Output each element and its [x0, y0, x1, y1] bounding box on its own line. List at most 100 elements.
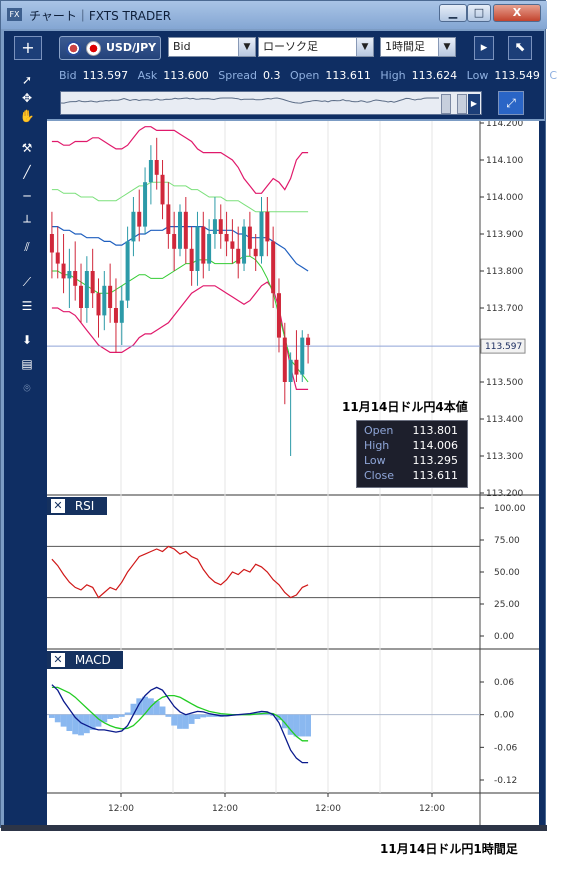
download-icon[interactable]: ⬇ — [21, 333, 33, 347]
scroll-right-icon[interactable]: ▶ — [468, 94, 480, 114]
candle-body — [148, 160, 153, 183]
quote-row: Bid 113.597 Ask 113.600 Spread 0.3 Open 113.… — [59, 69, 563, 82]
macd-histogram-bar — [305, 714, 311, 737]
hand-pan-icon[interactable]: ✋ — [19, 109, 35, 123]
candle-body — [172, 234, 177, 249]
minimize-button[interactable]: ▁ — [439, 4, 467, 22]
window-title: チャート｜FXTS TRADER — [29, 9, 172, 23]
candle-body — [294, 359, 299, 375]
maximize-button[interactable]: □ — [467, 4, 491, 22]
candle-body — [102, 285, 107, 316]
macd-histogram-bar — [130, 703, 137, 715]
chart-canvas[interactable]: 12:00 12:00 12:00 12:00 114.200 114.100 114.00… — [47, 119, 544, 825]
candle-body — [288, 359, 293, 382]
close-rsi-panel-icon[interactable]: ✕ — [51, 499, 65, 513]
drawing-tools-sidebar: ➚ ✥ ✋ ⚒ ╱ ─ ┴ ⫽ ⟋ ☰ ⬇ ▤ ⌾ — [4, 63, 47, 825]
macd-panel-header: ✕ MACD — [47, 651, 123, 669]
candle-body — [137, 211, 142, 227]
fan-tool-icon[interactable]: ⟋ — [22, 275, 32, 289]
price-y-tick-label: 113.300 — [486, 452, 523, 462]
candle-body — [143, 182, 148, 227]
timeframe-select[interactable]: 1時間足 ▼ — [380, 37, 456, 57]
close-macd-panel-icon[interactable]: ✕ — [51, 653, 65, 667]
quote-bar: Bid 113.597 Ask 113.600 Spread 0.3 Open 113.… — [47, 63, 557, 119]
macd-histogram-bar — [54, 714, 61, 723]
bid-label: Bid — [59, 69, 77, 82]
detach-window-button[interactable]: ⬉ — [508, 36, 532, 60]
plot-area[interactable]: 12:00 12:00 12:00 12:00 114.200 114.100 114.00… — [47, 119, 544, 825]
parallel-lines-icon[interactable]: ⫽ — [24, 240, 30, 254]
open-label: Open — [289, 69, 320, 82]
navigator-handle-right[interactable] — [457, 94, 467, 114]
expand-chart-button[interactable]: ⤢ — [498, 91, 524, 115]
macd-histogram-bar — [177, 714, 183, 729]
trend-line-icon[interactable]: ╱ — [23, 165, 31, 179]
macd-histogram-bar — [107, 714, 114, 720]
spread-label: Spread — [218, 69, 257, 82]
high-value: 113.624 — [411, 69, 458, 82]
ohlc-high-label: High — [364, 439, 390, 452]
status-strip — [1, 825, 547, 831]
macd-y-tick-label: -0.06 — [494, 743, 518, 753]
candle-body — [207, 234, 212, 264]
candle-body — [201, 226, 206, 264]
candle-body — [79, 285, 84, 308]
add-chart-button[interactable]: + — [14, 36, 42, 60]
macd-panel-title: MACD — [74, 653, 111, 667]
rsi-line — [51, 545, 309, 599]
panel-toggle-button[interactable]: ▸ — [474, 36, 494, 60]
rsi-y-tick-label: 25.00 — [494, 600, 520, 610]
candle-body — [195, 226, 200, 271]
chart-type-select[interactable]: ローソク足 ▼ — [258, 37, 374, 57]
hammer-tool-icon[interactable]: ⚒ — [21, 141, 33, 155]
current-price-tag-label: 113.597 — [485, 342, 522, 352]
navigator-handle-left[interactable] — [441, 94, 451, 114]
price-type-select[interactable]: Bid ▼ — [168, 37, 256, 57]
macd-histogram-bar — [171, 714, 178, 726]
symbol-selector[interactable]: USD/JPY — [59, 36, 161, 60]
macd-histogram-bar — [200, 714, 207, 718]
low-label: Low — [466, 69, 489, 82]
ask-value: 113.600 — [163, 69, 209, 82]
macd-histogram-bar — [66, 714, 73, 731]
macd-y-tick-label: 0.06 — [494, 678, 514, 688]
macd-histogram-bar — [165, 714, 172, 717]
candle-body — [125, 241, 130, 301]
current-price-tag — [480, 338, 526, 354]
price-y-tick-label: 113.900 — [486, 230, 523, 240]
x-tick-label: 12:00 — [212, 804, 238, 814]
price-y-tick-label: 113.500 — [486, 378, 523, 388]
band-inner-lower-line — [51, 255, 309, 383]
close-button[interactable]: X — [493, 4, 541, 22]
macd-histogram-bar — [264, 713, 271, 715]
vertical-line-icon[interactable]: ┴ — [23, 215, 31, 229]
macd-histogram-bar — [78, 714, 84, 736]
candle-body — [236, 248, 241, 264]
rsi-y-tick-label: 0.00 — [494, 632, 514, 642]
right-scrollbar[interactable] — [539, 121, 545, 825]
camera-icon[interactable]: ⌾ — [23, 381, 31, 395]
macd-histogram-bar — [206, 714, 213, 717]
candle-body — [113, 308, 118, 323]
candle-body — [55, 252, 60, 264]
macd-histogram-bar — [136, 698, 143, 715]
x-tick-label: 12:00 — [315, 804, 341, 814]
macd-histogram-bar — [293, 714, 300, 737]
list-icon[interactable]: ▤ — [21, 357, 33, 371]
candle-body — [253, 248, 258, 257]
macd-y-tick-label: -0.12 — [494, 776, 517, 786]
macd-signal-line — [51, 686, 309, 742]
cursor-arrow-icon[interactable]: ➚ — [21, 73, 33, 87]
rsi-y-tick-label: 75.00 — [494, 536, 520, 546]
low-value: 113.549 — [494, 69, 540, 82]
candle-body — [178, 211, 182, 249]
fibonacci-icon[interactable]: ☰ — [21, 299, 33, 313]
candle-body — [242, 226, 247, 264]
x-tick-label: 12:00 — [108, 804, 134, 814]
horizontal-line-icon[interactable]: ─ — [23, 189, 31, 203]
crosshair-cursor-icon[interactable]: ✥ — [21, 91, 33, 105]
chart-navigator[interactable]: ▶ — [60, 91, 482, 115]
title-bar[interactable]: FX チャート｜FXTS TRADER ▁ □ X — [1, 1, 547, 29]
jp-flag-icon — [86, 41, 101, 56]
macd-histogram-bar — [113, 714, 119, 718]
